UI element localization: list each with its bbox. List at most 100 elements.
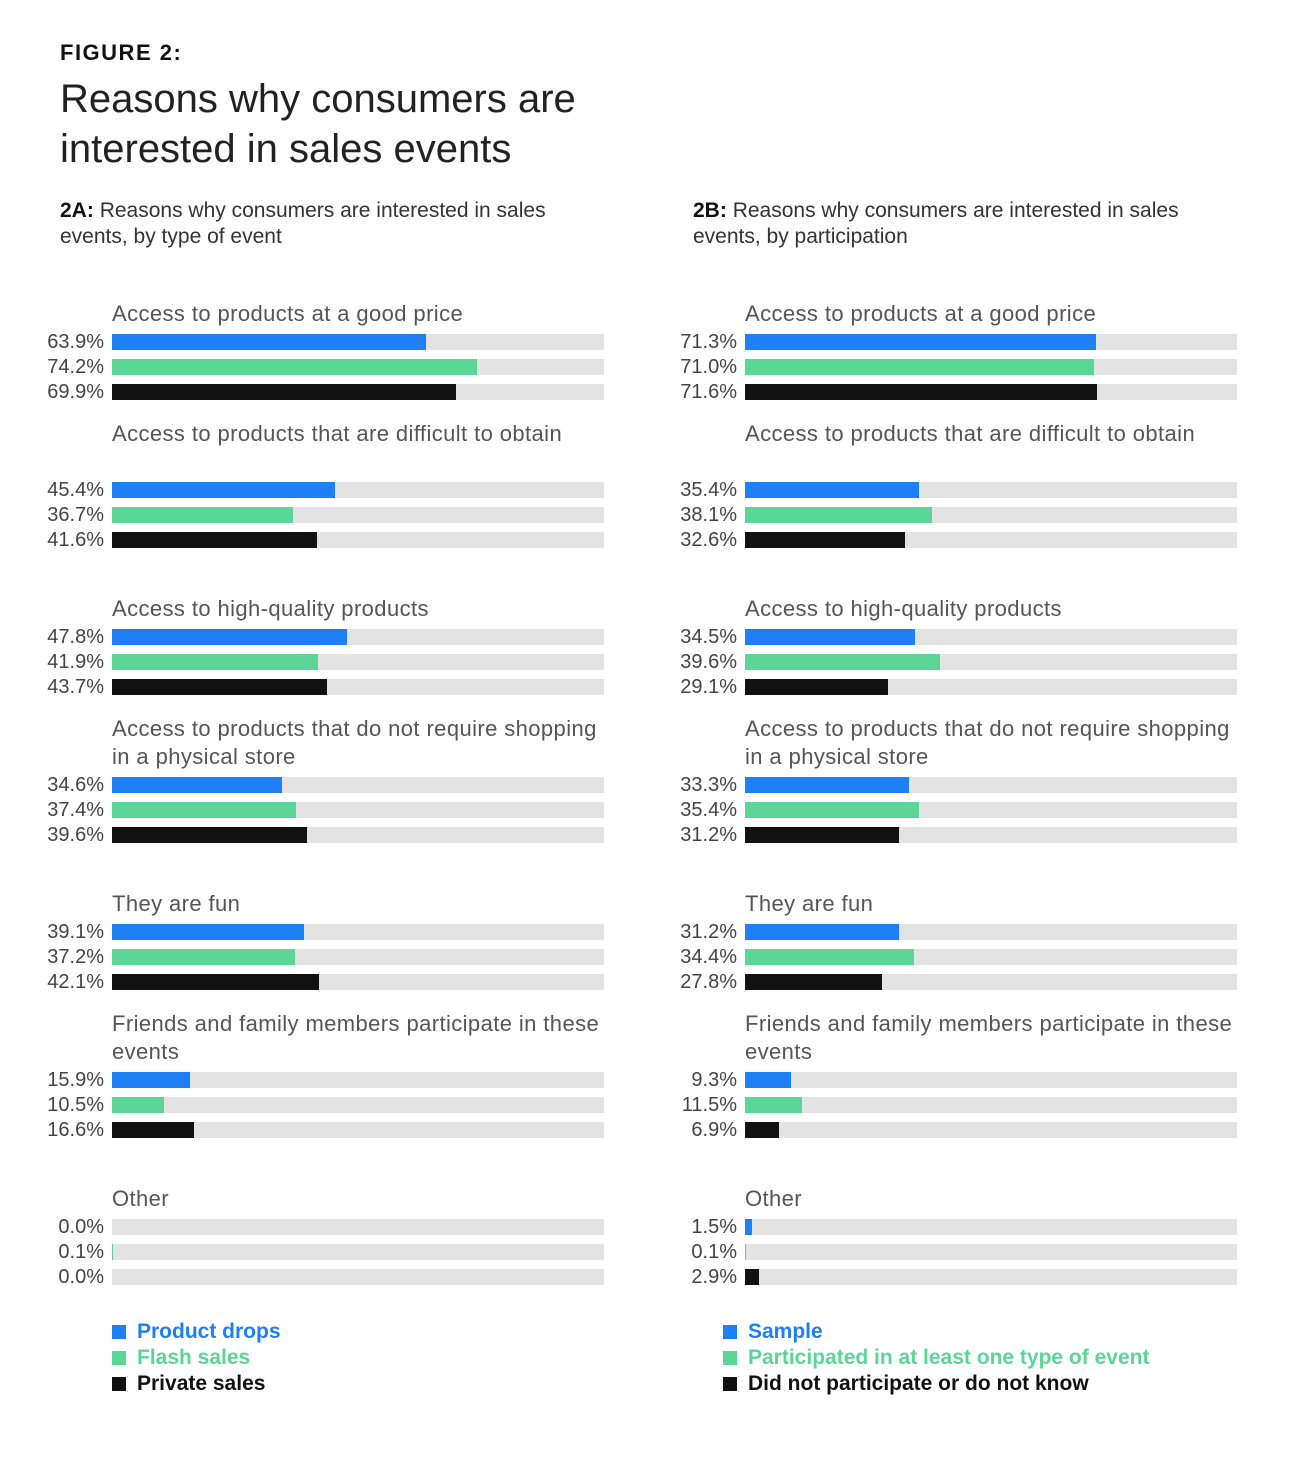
bar-row: 38.1%	[633, 504, 1253, 526]
bar-track	[745, 1122, 1237, 1138]
bar-row: 0.1%	[633, 1241, 1253, 1263]
bar-row: 71.6%	[633, 381, 1253, 403]
data-label: 11.5%	[681, 1094, 737, 1116]
bar-track	[112, 924, 604, 940]
bar	[112, 679, 327, 695]
bar-row: 29.1%	[633, 676, 1253, 698]
bar-row: 63.9%	[0, 331, 620, 353]
legend-swatch	[723, 1325, 737, 1339]
data-label: 10.5%	[47, 1094, 104, 1116]
data-label: 31.2%	[680, 921, 737, 943]
bar-track	[112, 629, 604, 645]
category-label: Access to products that do not require s…	[112, 716, 597, 769]
data-label: 33.3%	[680, 774, 737, 796]
bar-row: 33.3%	[633, 774, 1253, 796]
bar	[112, 949, 296, 965]
bar-row: 34.4%	[633, 946, 1253, 968]
category-label: They are fun	[745, 891, 874, 916]
bar-track	[745, 1097, 1237, 1113]
bar	[745, 777, 909, 793]
panel-2b-title: Reasons why consumers are interested in …	[693, 199, 1179, 248]
data-label: 41.9%	[47, 651, 104, 673]
bar-row: 71.0%	[633, 356, 1253, 378]
bar-track	[745, 802, 1237, 818]
bar-row: 41.6%	[0, 529, 620, 551]
bar-row: 31.2%	[633, 824, 1253, 846]
data-label: 38.1%	[680, 504, 737, 526]
data-label: 16.6%	[47, 1119, 104, 1141]
bar	[745, 1219, 753, 1235]
category-label: Access to products that are difficult to…	[112, 421, 563, 446]
bar-track	[745, 507, 1237, 523]
data-label: 32.6%	[680, 529, 737, 551]
bar	[112, 629, 348, 645]
bar-track	[112, 974, 604, 990]
bar-track	[745, 1072, 1237, 1088]
bar-track	[745, 949, 1237, 965]
data-label: 71.0%	[680, 356, 737, 378]
bar	[745, 1269, 760, 1285]
data-label: 39.1%	[47, 921, 104, 943]
bar-row: 0.1%	[0, 1241, 620, 1263]
bar-track	[745, 532, 1237, 548]
bar	[112, 384, 456, 400]
bar-row: 10.5%	[0, 1094, 620, 1116]
bar	[745, 384, 1098, 400]
data-label: 37.4%	[47, 799, 104, 821]
bar-row: 39.6%	[0, 824, 620, 846]
legend-label: Private sales	[137, 1372, 266, 1395]
bar	[745, 654, 940, 670]
bar-row: 35.4%	[633, 479, 1253, 501]
bar-row: 37.4%	[0, 799, 620, 821]
bar	[745, 507, 933, 523]
bar-row: 74.2%	[0, 356, 620, 378]
data-label: 47.8%	[47, 626, 104, 648]
bar	[745, 359, 1095, 375]
data-label: 42.1%	[47, 971, 104, 993]
data-label: 74.2%	[47, 356, 104, 378]
bar-row: 43.7%	[0, 676, 620, 698]
data-label: 45.4%	[47, 479, 104, 501]
bar	[745, 974, 882, 990]
legend-swatch	[723, 1351, 737, 1365]
bar-row: 9.3%	[633, 1069, 1253, 1091]
category-label: They are fun	[112, 891, 241, 916]
legend-swatch	[112, 1325, 126, 1339]
data-label: 0.0%	[58, 1216, 104, 1238]
legend-label: Product drops	[137, 1320, 281, 1343]
bar-row: 69.9%	[0, 381, 620, 403]
data-label: 43.7%	[47, 676, 104, 698]
bar-track	[112, 949, 604, 965]
panel-2b-prefix: 2B:	[693, 199, 727, 222]
bar-track	[112, 1219, 604, 1235]
data-label: 41.6%	[47, 529, 104, 551]
bar-track	[112, 359, 604, 375]
data-label: 39.6%	[47, 824, 104, 846]
category-label: Access to products that do not require s…	[745, 716, 1230, 769]
bar-track	[745, 679, 1237, 695]
data-label: 34.4%	[680, 946, 737, 968]
bar-row: 0.0%	[0, 1266, 620, 1288]
legend-swatch	[112, 1377, 126, 1391]
bar-row: 2.9%	[633, 1266, 1253, 1288]
category-label: Friends and family members participate i…	[112, 1011, 600, 1064]
bar-track	[112, 777, 604, 793]
bar-row: 1.5%	[633, 1216, 1253, 1238]
data-label: 0.1%	[691, 1241, 737, 1263]
bar-track	[112, 1072, 604, 1088]
bar	[112, 777, 283, 793]
data-label: 1.5%	[691, 1216, 737, 1238]
bar-row: 11.5%	[633, 1094, 1253, 1116]
bar-row: 34.6%	[0, 774, 620, 796]
bar-track	[112, 507, 604, 523]
data-label: 2.9%	[691, 1266, 737, 1288]
bar	[112, 924, 305, 940]
bar-row: 27.8%	[633, 971, 1253, 993]
bar-row: 39.1%	[0, 921, 620, 943]
data-label: 39.6%	[680, 651, 737, 673]
data-label: 71.3%	[680, 331, 737, 353]
bar	[745, 1097, 802, 1113]
bar-track	[745, 384, 1237, 400]
data-label: 36.7%	[47, 504, 104, 526]
bar-track	[112, 1122, 604, 1138]
